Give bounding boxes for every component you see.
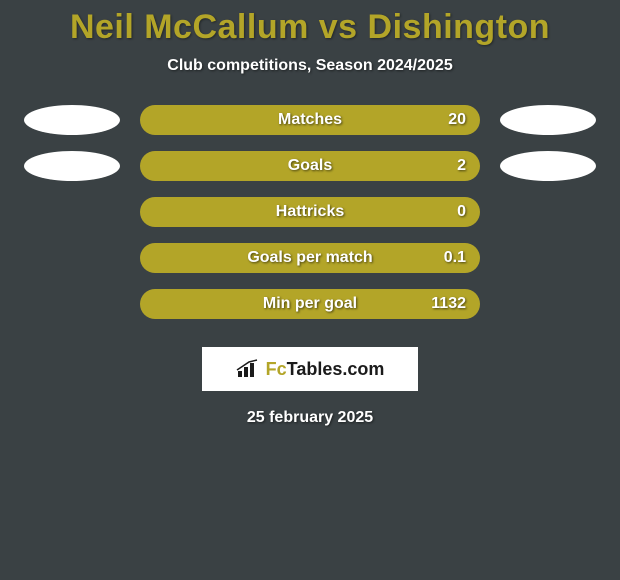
stats-list: Matches 20 Goals 2 Hattricks 0 Goals per match…: [0, 105, 620, 319]
brand-text: FcTables.com: [266, 359, 385, 380]
stat-bar: Goals per match 0.1: [140, 243, 480, 273]
right-bubble: [500, 105, 596, 135]
stat-label: Goals per match: [247, 249, 372, 267]
stat-bar: Min per goal 1132: [140, 289, 480, 319]
stat-value: 0: [457, 203, 466, 221]
stat-label: Hattricks: [276, 203, 344, 221]
stat-label: Matches: [278, 111, 342, 129]
left-bubble: [24, 105, 120, 135]
stat-value: 1132: [431, 295, 466, 313]
subtitle: Club competitions, Season 2024/2025: [0, 57, 620, 75]
left-bubble: [24, 151, 120, 181]
stat-value: 20: [448, 111, 466, 129]
page-title: Neil McCallum vs Dishington: [0, 0, 620, 47]
stat-bar: Goals 2: [140, 151, 480, 181]
stat-row: Hattricks 0: [0, 197, 620, 227]
brand-main: Tables: [287, 359, 343, 379]
stat-bar: Matches 20: [140, 105, 480, 135]
brand-suffix: .com: [342, 359, 384, 379]
stat-row: Matches 20: [0, 105, 620, 135]
stat-row: Goals per match 0.1: [0, 243, 620, 273]
stat-bar: Hattricks 0: [140, 197, 480, 227]
stat-label: Min per goal: [263, 295, 357, 313]
stat-row: Goals 2: [0, 151, 620, 181]
stat-row: Min per goal 1132: [0, 289, 620, 319]
bar-chart-icon: [236, 359, 260, 379]
stat-value: 0.1: [444, 249, 466, 267]
stat-value: 2: [457, 157, 466, 175]
stat-label: Goals: [288, 157, 332, 175]
brand-prefix: Fc: [266, 359, 287, 379]
brand-logo: FcTables.com: [202, 347, 418, 391]
comparison-infographic: Neil McCallum vs Dishington Club competi…: [0, 0, 620, 580]
date-label: 25 february 2025: [0, 409, 620, 427]
right-bubble: [500, 151, 596, 181]
